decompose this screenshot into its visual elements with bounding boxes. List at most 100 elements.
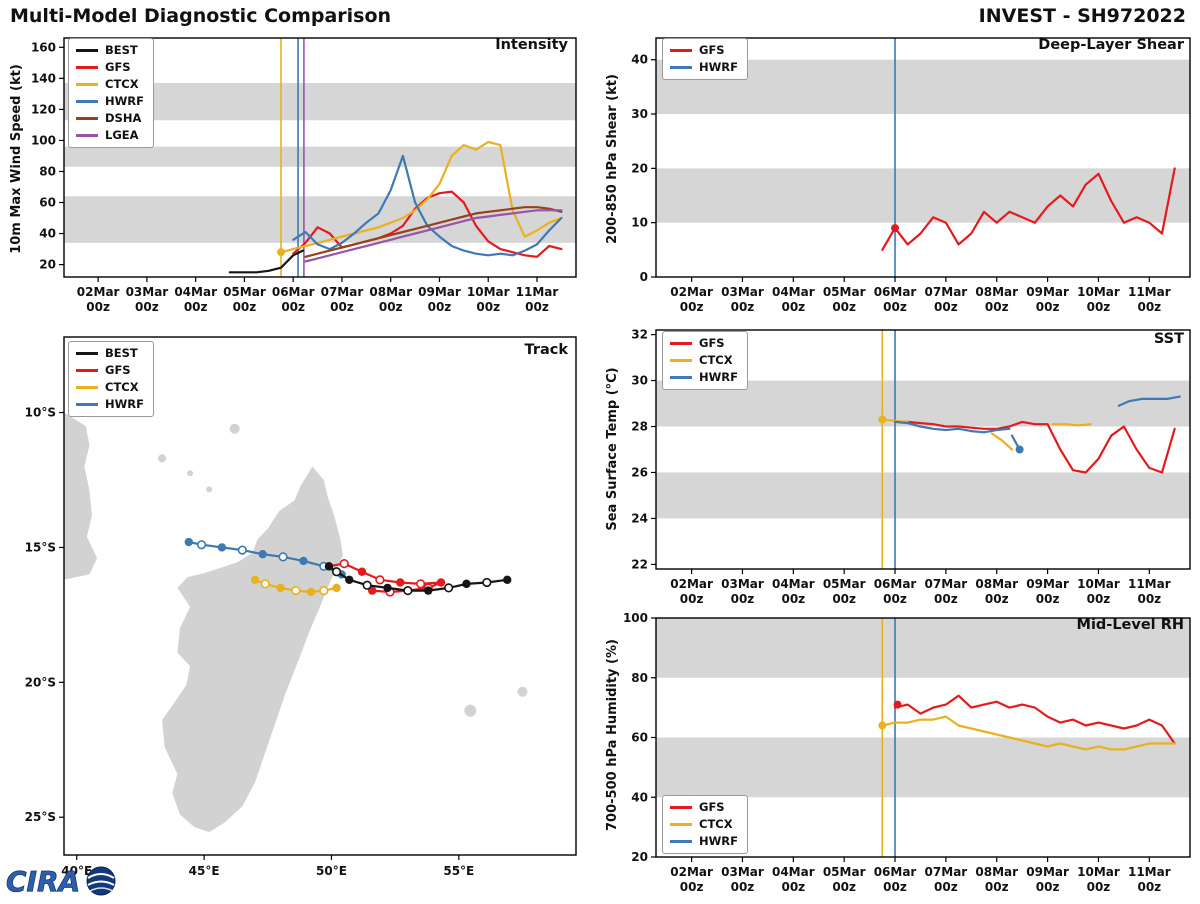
legend-label: DSHA <box>105 111 142 125</box>
shear-legend: GFS HWRF <box>662 38 749 80</box>
svg-text:00z: 00z <box>1087 300 1111 314</box>
legend-label: HWRF <box>699 834 739 848</box>
svg-text:00z: 00z <box>731 300 755 314</box>
svg-text:30: 30 <box>631 374 648 388</box>
svg-text:100: 100 <box>623 611 648 625</box>
svg-text:20: 20 <box>631 161 648 175</box>
legend-item: DSHA <box>76 111 144 126</box>
panel-title-rh: Mid-Level RH <box>1076 617 1184 633</box>
svg-text:00z: 00z <box>1137 300 1161 314</box>
svg-text:07Mar: 07Mar <box>925 865 968 879</box>
legend-label: CTCX <box>699 353 733 367</box>
svg-text:00z: 00z <box>832 592 856 606</box>
svg-text:05Mar: 05Mar <box>823 285 866 299</box>
svg-text:08Mar: 08Mar <box>975 865 1018 879</box>
legend-label: GFS <box>105 60 131 74</box>
svg-text:100: 100 <box>31 133 56 147</box>
legend-label: GFS <box>699 336 725 350</box>
legend-item: GFS <box>670 800 738 815</box>
svg-text:00z: 00z <box>135 300 159 314</box>
svg-text:08Mar: 08Mar <box>975 285 1018 299</box>
legend-item: CTCX <box>76 380 144 395</box>
panel-title-shear: Deep-Layer Shear <box>1038 37 1184 53</box>
sst-legend: GFS CTCX HWRF <box>662 331 749 390</box>
legend-swatch <box>670 342 692 345</box>
svg-text:05Mar: 05Mar <box>823 577 866 591</box>
svg-text:11Mar: 11Mar <box>1128 577 1171 591</box>
legend-swatch <box>76 49 98 52</box>
svg-text:22: 22 <box>631 557 648 571</box>
legend-swatch <box>670 66 692 69</box>
legend-swatch <box>670 376 692 379</box>
svg-text:80: 80 <box>39 164 56 178</box>
legend-swatch <box>670 359 692 362</box>
svg-text:30: 30 <box>631 107 648 121</box>
svg-text:11Mar: 11Mar <box>516 285 559 299</box>
panel-title-intensity: Intensity <box>495 37 568 53</box>
legend-swatch <box>670 806 692 809</box>
svg-text:08Mar: 08Mar <box>975 577 1018 591</box>
legend-swatch <box>670 823 692 826</box>
svg-text:00z: 00z <box>934 592 958 606</box>
legend-label: HWRF <box>105 397 145 411</box>
rh-legend: GFS CTCX HWRF <box>662 795 749 854</box>
svg-text:06Mar: 06Mar <box>874 285 917 299</box>
legend-item: CTCX <box>670 353 738 368</box>
legend-swatch <box>76 352 98 355</box>
svg-text:60: 60 <box>39 196 56 210</box>
svg-text:00z: 00z <box>985 880 1009 894</box>
svg-text:10Mar: 10Mar <box>1077 865 1120 879</box>
svg-text:09Mar: 09Mar <box>418 285 461 299</box>
svg-text:00z: 00z <box>731 880 755 894</box>
legend-label: LGEA <box>105 128 139 142</box>
svg-text:00z: 00z <box>1036 592 1060 606</box>
svg-text:03Mar: 03Mar <box>126 285 169 299</box>
legend-label: GFS <box>105 363 131 377</box>
svg-text:00z: 00z <box>781 592 805 606</box>
svg-text:06Mar: 06Mar <box>874 577 917 591</box>
svg-text:00z: 00z <box>883 592 907 606</box>
legend-label: GFS <box>699 43 725 57</box>
svg-text:02Mar: 02Mar <box>670 285 713 299</box>
svg-text:11Mar: 11Mar <box>1128 285 1171 299</box>
svg-text:00z: 00z <box>985 300 1009 314</box>
svg-text:06Mar: 06Mar <box>272 285 315 299</box>
y-axis-label-sst: Sea Surface Temp (°C) <box>605 367 620 531</box>
legend-swatch <box>76 369 98 372</box>
legend-label: CTCX <box>699 817 733 831</box>
rh-chart: 2040608010002Mar00z03Mar00z04Mar00z05Mar… <box>623 611 1191 894</box>
svg-text:07Mar: 07Mar <box>925 577 968 591</box>
svg-text:00z: 00z <box>1036 300 1060 314</box>
track-map: 40°E 45°E 50°E 55°E 10°S 15°S 20°S 25°S <box>25 336 577 878</box>
svg-text:00z: 00z <box>281 300 305 314</box>
svg-text:06Mar: 06Mar <box>874 865 917 879</box>
svg-text:00z: 00z <box>1137 592 1161 606</box>
panel-title-sst: SST <box>1153 331 1184 347</box>
svg-text:0: 0 <box>640 270 648 284</box>
legend-item: CTCX <box>670 817 738 832</box>
y-axis-label-intensity: 10m Max Wind Speed (kt) <box>9 64 24 254</box>
svg-text:02Mar: 02Mar <box>670 577 713 591</box>
legend-item: GFS <box>670 336 738 351</box>
legend-swatch <box>76 386 98 389</box>
svg-text:00z: 00z <box>1036 880 1060 894</box>
svg-text:04Mar: 04Mar <box>772 577 815 591</box>
svg-text:09Mar: 09Mar <box>1026 865 1069 879</box>
svg-text:120: 120 <box>31 102 56 116</box>
legend-swatch <box>76 66 98 69</box>
svg-text:45°E: 45°E <box>189 864 220 878</box>
svg-text:11Mar: 11Mar <box>1128 865 1171 879</box>
svg-text:00z: 00z <box>379 300 403 314</box>
svg-text:03Mar: 03Mar <box>721 865 764 879</box>
svg-text:40: 40 <box>39 227 56 241</box>
svg-text:10Mar: 10Mar <box>1077 285 1120 299</box>
svg-text:00z: 00z <box>428 300 452 314</box>
svg-text:07Mar: 07Mar <box>925 285 968 299</box>
svg-text:00z: 00z <box>985 592 1009 606</box>
legend-item: HWRF <box>670 60 738 75</box>
svg-text:00z: 00z <box>1137 880 1161 894</box>
svg-text:00z: 00z <box>731 592 755 606</box>
svg-text:00z: 00z <box>1087 592 1111 606</box>
svg-text:00z: 00z <box>883 880 907 894</box>
svg-text:140: 140 <box>31 71 56 85</box>
